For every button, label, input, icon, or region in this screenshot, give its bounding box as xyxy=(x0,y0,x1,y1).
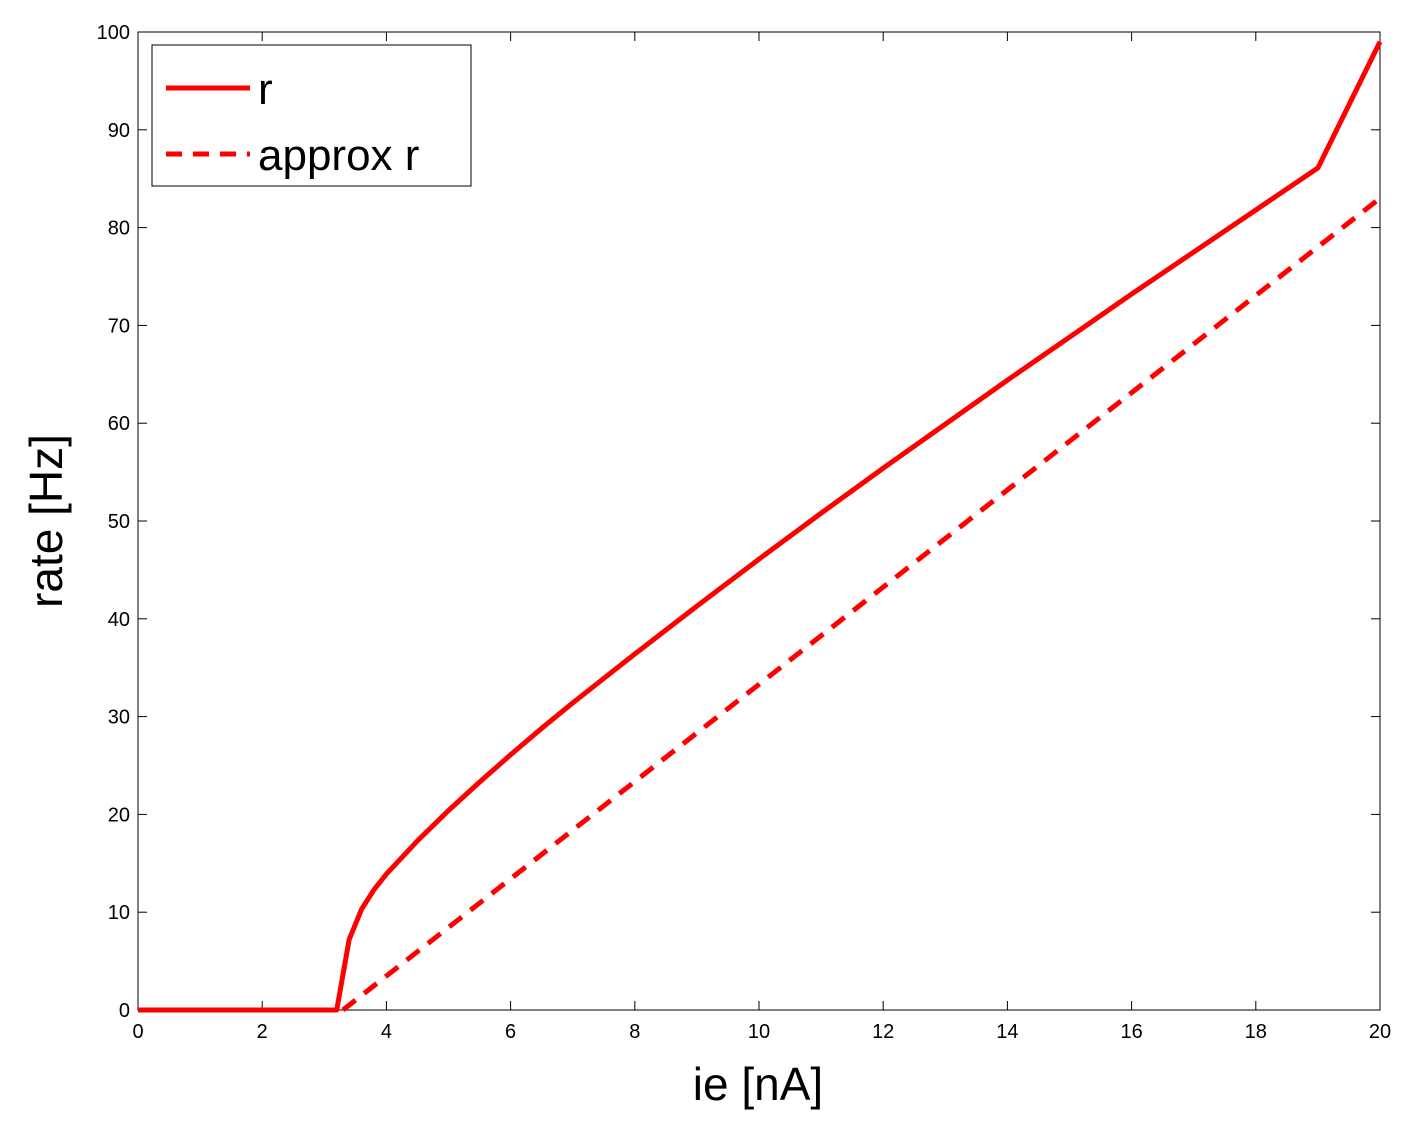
axes: 0 2 4 6 8 10 12 14 16 18 20 0 10 20 30 40 50 60 70 80 90 100 xyxy=(97,22,1392,1043)
x-axis-label: ie [nA] xyxy=(693,1058,823,1110)
x-tick-label: 0 xyxy=(132,1021,143,1043)
legend: r approx r xyxy=(151,44,472,187)
y-tick-label: 30 xyxy=(108,707,130,729)
x-tick-label: 18 xyxy=(1245,1021,1267,1043)
y-tick-label: 90 xyxy=(108,120,130,142)
x-tick-label: 8 xyxy=(629,1021,640,1043)
legend-box xyxy=(151,44,472,187)
y-tick-label: 70 xyxy=(108,315,130,337)
series-line-r xyxy=(138,40,1383,1013)
x-tick-label: 6 xyxy=(505,1021,516,1043)
x-tick-label: 2 xyxy=(257,1021,268,1043)
x-tick-label: 14 xyxy=(996,1021,1018,1043)
x-tick-label: 20 xyxy=(1369,1021,1391,1043)
x-tick-label: 12 xyxy=(872,1021,894,1043)
y-tick-label: 10 xyxy=(108,902,130,924)
y-axis-label: rate [Hz] xyxy=(20,434,72,608)
x-tick-label: 10 xyxy=(748,1021,770,1043)
legend-label-approx-r: approx r xyxy=(258,131,419,180)
y-tick-label: 0 xyxy=(119,1000,130,1022)
legend-label-r: r xyxy=(258,65,273,114)
y-tick-label: 60 xyxy=(108,413,130,435)
y-tick-label: 50 xyxy=(108,511,130,533)
series-layer xyxy=(138,40,1383,1013)
x-tick-label: 4 xyxy=(381,1021,392,1043)
y-tick-label: 80 xyxy=(108,218,130,240)
y-tick-label: 20 xyxy=(108,804,130,826)
series-line-approx-r xyxy=(341,196,1382,1012)
x-tick-label: 16 xyxy=(1120,1021,1142,1043)
y-tick-label: 40 xyxy=(108,609,130,631)
y-tick-label: 100 xyxy=(97,22,130,44)
